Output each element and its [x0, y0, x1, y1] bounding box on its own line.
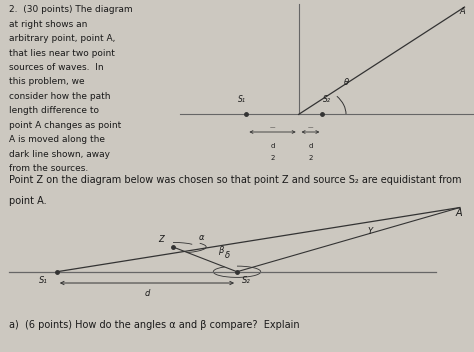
Text: S₁: S₁	[238, 95, 246, 104]
Text: S₂: S₂	[242, 276, 250, 285]
Text: this problem, we: this problem, we	[9, 77, 85, 87]
Text: that lies near two point: that lies near two point	[9, 49, 115, 58]
Text: at right shows an: at right shows an	[9, 20, 88, 29]
Text: A: A	[455, 208, 462, 218]
Text: Y: Y	[367, 227, 372, 236]
Text: d: d	[144, 289, 150, 298]
Text: β: β	[218, 246, 223, 255]
Text: δ: δ	[225, 251, 230, 260]
Text: arbitrary point, point A,: arbitrary point, point A,	[9, 34, 116, 43]
Text: Z: Z	[158, 234, 164, 244]
Text: —: —	[308, 125, 313, 130]
Text: a)  (6 points) How do the angles α and β compare?  Explain: a) (6 points) How do the angles α and β …	[9, 320, 300, 330]
Text: 2.  (30 points) The diagram: 2. (30 points) The diagram	[9, 5, 133, 14]
Text: length difference to: length difference to	[9, 106, 100, 115]
Text: 2: 2	[270, 155, 275, 161]
Text: θ: θ	[344, 78, 348, 87]
Text: S₁: S₁	[39, 276, 47, 285]
Text: d: d	[308, 143, 313, 149]
Text: S₂: S₂	[323, 95, 331, 104]
Text: sources of waves.  In: sources of waves. In	[9, 63, 104, 72]
Text: point A.: point A.	[9, 196, 47, 206]
Text: d: d	[270, 143, 275, 149]
Text: 2: 2	[308, 155, 313, 161]
Text: α: α	[199, 233, 204, 243]
Text: dark line shown, away: dark line shown, away	[9, 150, 110, 159]
Text: A: A	[460, 7, 465, 16]
Text: point A changes as point: point A changes as point	[9, 121, 122, 130]
Text: consider how the path: consider how the path	[9, 92, 111, 101]
Text: from the sources.: from the sources.	[9, 164, 89, 173]
Text: Point Z on the diagram below was chosen so that point Z and source S₂ are equidi: Point Z on the diagram below was chosen …	[9, 175, 462, 185]
Text: —: —	[270, 125, 275, 130]
Text: A is moved along the: A is moved along the	[9, 135, 106, 144]
